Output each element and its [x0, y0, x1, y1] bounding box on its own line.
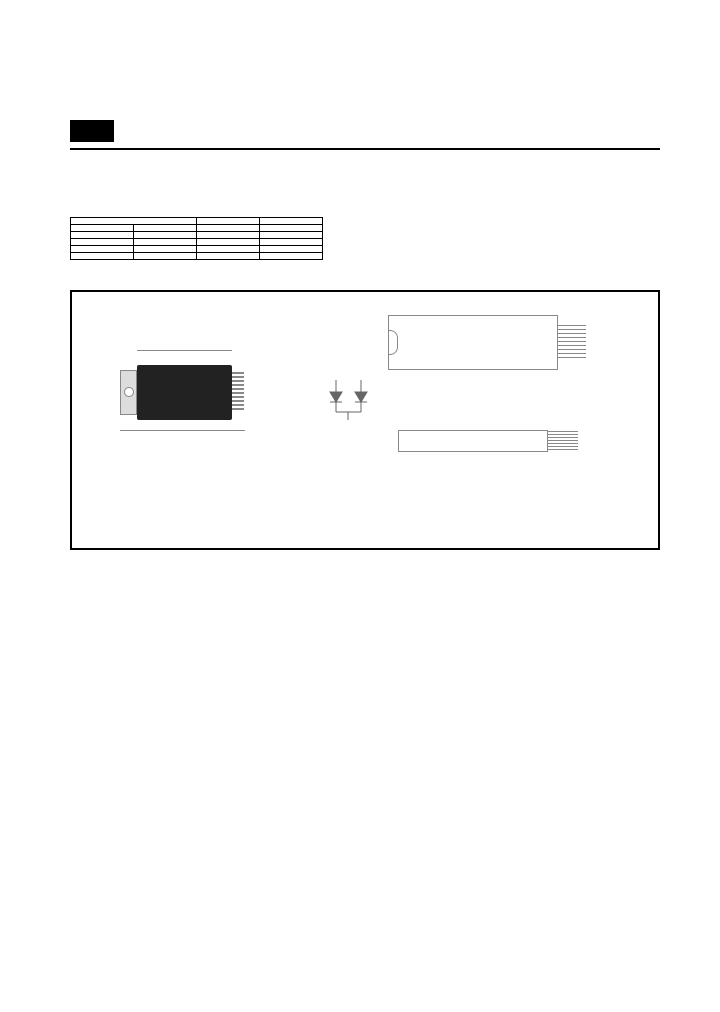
ratings-table — [70, 217, 323, 260]
th-part — [196, 218, 259, 225]
cell-desc — [133, 253, 196, 260]
th-characteristics — [71, 218, 197, 225]
outline-side-view — [398, 430, 548, 452]
table-row — [71, 246, 323, 253]
cell-desc — [133, 232, 196, 239]
cell-unit — [259, 232, 322, 239]
dim-line — [137, 350, 232, 351]
table-header-row — [71, 218, 323, 225]
case-style-box — [70, 290, 660, 550]
cell-desc — [133, 239, 196, 246]
description-body — [339, 217, 660, 240]
package-body — [137, 365, 232, 420]
two-column-section — [70, 211, 660, 260]
cell-symbol — [71, 246, 134, 253]
case-content — [82, 310, 648, 520]
case-left-drawing — [82, 310, 308, 520]
cell-value — [196, 232, 259, 239]
table-row — [71, 225, 323, 232]
brand-block — [70, 120, 120, 142]
cell-desc — [133, 225, 196, 232]
diode-schematic-icon — [326, 380, 376, 420]
table-row — [71, 232, 323, 239]
th-units — [259, 218, 322, 225]
cell-symbol — [71, 239, 134, 246]
ratings-column — [70, 211, 323, 260]
description-column — [339, 211, 660, 260]
cell-unit — [259, 246, 322, 253]
table-row — [71, 239, 323, 246]
brand-row — [70, 120, 660, 142]
cell-unit — [259, 225, 322, 232]
cell-value — [196, 225, 259, 232]
cell-symbol — [71, 253, 134, 260]
cell-value — [196, 239, 259, 246]
package-pins-icon — [232, 372, 244, 410]
outline-pins-icon — [558, 325, 586, 360]
case-right-drawing — [308, 310, 648, 520]
package-hole-icon — [124, 387, 134, 397]
table-row — [71, 253, 323, 260]
cell-desc — [133, 246, 196, 253]
brand-line2-row — [70, 120, 120, 142]
divider — [70, 148, 660, 150]
cell-unit — [259, 253, 322, 260]
cell-value — [196, 253, 259, 260]
dim-line — [120, 430, 245, 431]
outline-side-pins-icon — [548, 431, 578, 451]
outline-caption — [308, 507, 648, 517]
outline-top-view — [388, 315, 558, 370]
cell-value — [196, 246, 259, 253]
cell-symbol — [71, 225, 134, 232]
cell-unit — [259, 239, 322, 246]
ior-logo-icon — [70, 120, 114, 142]
cell-symbol — [71, 232, 134, 239]
